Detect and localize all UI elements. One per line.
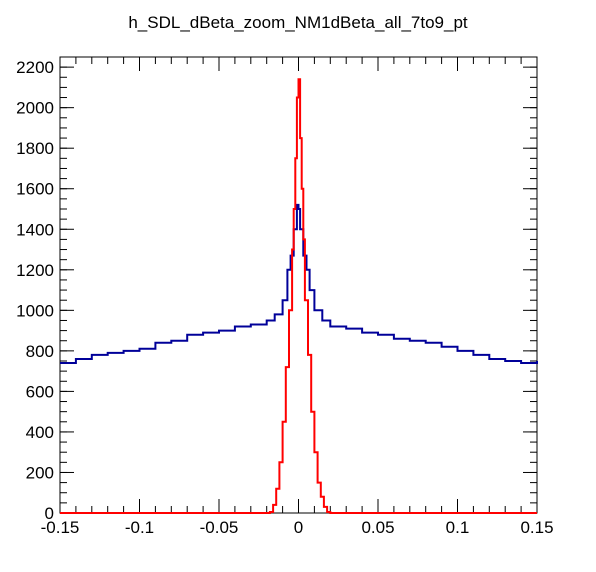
x-tick-label: 0.05: [361, 518, 394, 537]
y-tick-label: 0: [45, 504, 54, 523]
x-tick-label: 0: [294, 518, 303, 537]
x-tick-label: -0.15: [41, 518, 80, 537]
series-line-0: [60, 203, 538, 364]
x-tick-label: 0.1: [446, 518, 470, 537]
y-tick-label: 1200: [16, 261, 54, 280]
x-tick-label: -0.1: [125, 518, 154, 537]
y-tick-label: 600: [26, 382, 54, 401]
series-line-1: [60, 78, 537, 514]
plot-frame: [59, 56, 538, 514]
x-tick-label: 0.15: [520, 518, 553, 537]
x-tick-label: -0.05: [200, 518, 239, 537]
histogram-series: [60, 78, 538, 514]
axis-tick-labels: -0.15 -0.1 -0.05 0 0.05 0.1 0.15 0 200 400 600 800 1…: [16, 58, 553, 537]
y-tick-label: 2200: [16, 58, 54, 77]
y-tick-label: 1400: [16, 220, 54, 239]
y-tick-label: 1800: [16, 139, 54, 158]
y-tick-label: 1600: [16, 180, 54, 199]
y-tick-label: 400: [26, 423, 54, 442]
chart-title: h_SDL_dBeta_zoom_NM1dBeta_all_7to9_pt: [128, 13, 468, 32]
y-tick-label: 800: [26, 342, 54, 361]
y-tick-label: 200: [26, 463, 54, 482]
y-tick-label: 1000: [16, 301, 54, 320]
y-tick-label: 2000: [16, 99, 54, 118]
axis-ticks: [59, 56, 538, 514]
